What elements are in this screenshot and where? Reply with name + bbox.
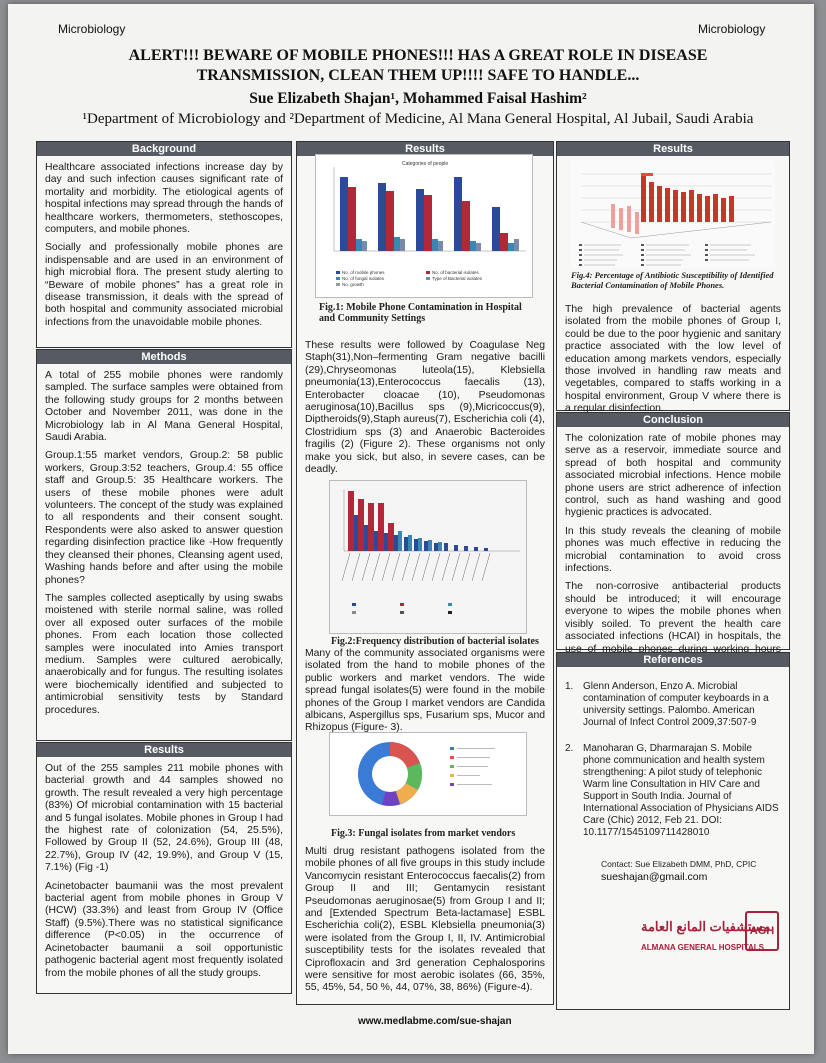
footer-website: www.medlabme.com/sue-shajan [358, 1016, 512, 1027]
fig4-3d-bar-chart [571, 160, 775, 268]
affiliation: ¹Department of Microbiology and ²Departm… [82, 111, 754, 127]
fig4-caption: Fig.4: Percentage of Antibiotic Suscepti… [571, 270, 774, 290]
paragraph: In this study reveals the cleaning of mo… [565, 525, 781, 575]
authors: Sue Elizabeth Shajan¹, Mohammed Faisal H… [249, 90, 587, 107]
paragraph: The high prevalence of bacterial agents … [565, 304, 781, 415]
hospital-logo-icon: AGH [745, 911, 779, 951]
paragraph: Healthcare associated infections increas… [45, 162, 283, 236]
fig3-svg [358, 742, 495, 806]
title-line-2: TRANSMISSION, CLEAN THEM UP!!!! SAFE TO … [196, 67, 640, 84]
fig1-caption: Fig.1: Mobile Phone Contamination in Hos… [319, 302, 522, 324]
section-heading: Conclusion [557, 413, 789, 427]
results-left-section: Results Out of the 255 samples 211 mobil… [36, 742, 292, 994]
section-heading: Methods [37, 350, 291, 364]
reference-text: Manoharan G, Dharmarajan S. Mobile phone… [583, 743, 779, 838]
category-tag-left: Microbiology [58, 22, 126, 36]
fig1-legend-5: Type of Bacterial isolates [432, 276, 483, 281]
fig2-svg [341, 489, 520, 614]
hospital-logo-english: ALMANA GENERAL HOSPITALS [641, 943, 764, 952]
references-section: References 1. Glenn Anderson, Enzo A. Mi… [556, 652, 790, 1010]
fig1-legend-4: No. of bacterial isolates [432, 270, 480, 275]
section-heading: Results [557, 142, 789, 156]
fig1-legend-2: No. of fungal isolates [342, 276, 385, 281]
paragraph: A total of 255 mobile phones were random… [45, 370, 283, 444]
paragraph: Socially and professionally mobile phone… [45, 242, 283, 328]
fig1-legend-3: No. growth [342, 282, 364, 287]
reference-text: Glenn Anderson, Enzo A. Microbial contam… [583, 681, 769, 728]
fig3-caption: Fig.3: Fungal isolates from market vendo… [331, 828, 516, 839]
paragraph: Multi drug resistant pathogens isolated … [305, 846, 545, 994]
fig1-title: Categories of people [402, 161, 448, 167]
paragraph: Group.1:55 market vendors, Group.2: 58 p… [45, 450, 283, 586]
section-heading: References [557, 653, 789, 667]
reference-number: 1. [565, 681, 574, 692]
paragraph: Many of the community associated organis… [305, 648, 545, 734]
section-heading: Results [297, 142, 553, 156]
methods-section: Methods A total of 255 mobile phones wer… [36, 349, 292, 741]
paragraph: These results were followed by Coagulase… [305, 340, 545, 476]
poster: Microbiology Microbiology ALERT!!! BEWAR… [8, 4, 814, 1054]
results-middle-section: Results Categories of people [296, 141, 554, 1005]
paragraph: The colonization rate of mobile phones m… [565, 433, 781, 519]
fig1-legend-1: No. of mobile phones [342, 270, 385, 275]
fig3-donut-chart [329, 732, 527, 816]
fig1-svg: Categories of people [333, 161, 526, 287]
conclusion-section: Conclusion The colonization rate of mobi… [556, 412, 790, 667]
category-tag-right: Microbiology [698, 22, 766, 36]
reference-number: 2. [565, 743, 574, 754]
section-heading: Results [37, 743, 291, 757]
fig2-bar-chart [329, 480, 527, 634]
paragraph: The samples collected aseptically by usi… [45, 592, 283, 716]
results-right-section: Results [556, 141, 790, 414]
fig4-svg [579, 173, 772, 266]
contact-email: sueshajan@gmail.com [601, 871, 708, 883]
contact-line: Contact: Sue Elizabeth DMM, PhD, CPIC [601, 859, 757, 869]
background-section: Background Healthcare associated infecti… [36, 141, 292, 348]
title-line-1: ALERT!!! BEWARE OF MOBILE PHONES!!! HAS … [128, 47, 708, 64]
reference-2: 2. Manoharan G, Dharmarajan S. Mobile ph… [557, 743, 789, 839]
paragraph: Acinetobacter baumanii was the most prev… [45, 880, 283, 979]
fig2-caption: Fig.2:Frequency distribution of bacteria… [331, 636, 539, 647]
reference-1: 1. Glenn Anderson, Enzo A. Microbial con… [557, 681, 789, 729]
hospital-logo-arabic: مستشفيات المانع العامة [641, 919, 771, 934]
fig1-bar-chart: Categories of people [315, 154, 533, 298]
section-heading: Background [37, 142, 291, 156]
paragraph: Out of the 255 samples 211 mobile phones… [45, 763, 283, 874]
poster-title: ALERT!!! BEWARE OF MOBILE PHONES!!! HAS … [48, 46, 788, 86]
